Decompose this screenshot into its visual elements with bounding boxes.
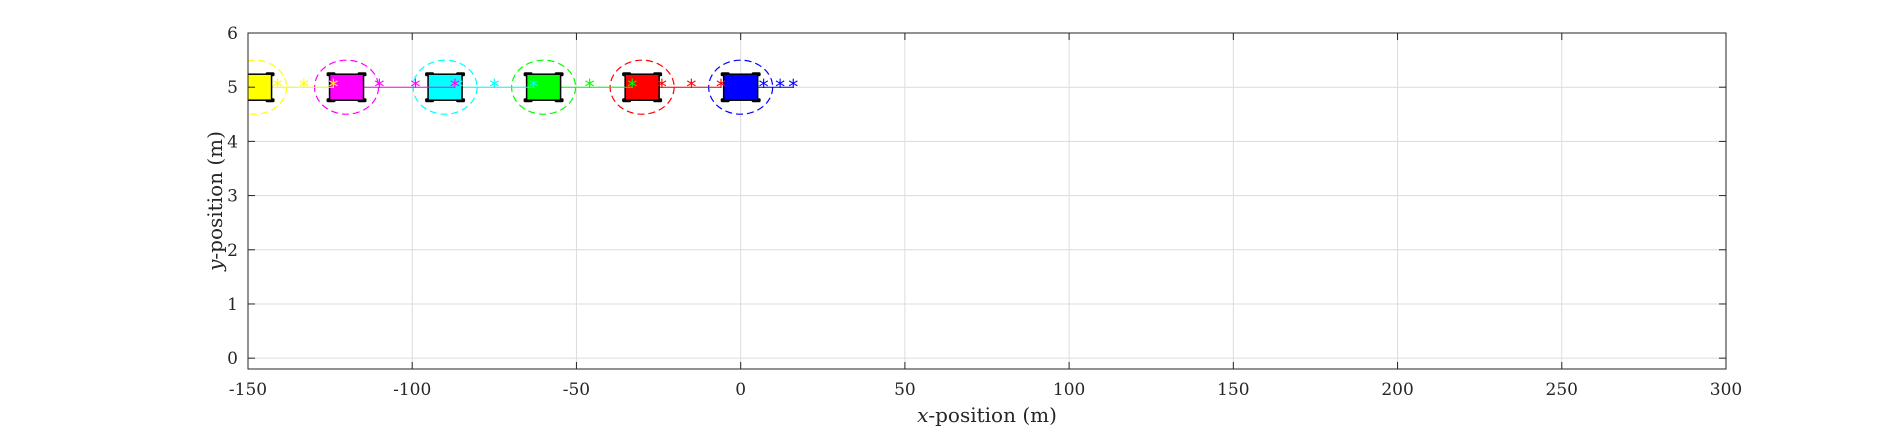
vehicle-wheel — [235, 72, 244, 76]
safety-ellipse — [248, 59, 288, 115]
plot-area: * * * * ** * * ** * ** * ** * ** * * — [235, 59, 798, 115]
trajectory-point: * — [548, 75, 558, 99]
x-axis-label-var: x — [917, 403, 928, 427]
y-tick-label: 6 — [227, 24, 238, 44]
y-tick-label: 4 — [227, 132, 238, 152]
y-axis-label-var: y — [203, 259, 227, 272]
x-tick-label: 200 — [1381, 380, 1413, 400]
trajectory-point: * — [374, 75, 384, 99]
vehicle-wheel — [235, 98, 244, 102]
x-axis-label-text: -position (m) — [928, 403, 1057, 427]
trajectory-point: * — [299, 75, 309, 99]
trajectory-point: * — [273, 75, 283, 99]
x-tick-label: 300 — [1710, 380, 1742, 400]
trajectory-point: * — [716, 75, 726, 99]
trajectory-point: * — [453, 75, 463, 99]
trajectory-point: * — [788, 75, 798, 99]
plot-background — [248, 33, 1726, 369]
axis-ticks — [247, 32, 1727, 369]
trajectory-point: * — [686, 75, 696, 99]
y-axis-label-text: -position (m) — [203, 131, 227, 260]
x-axis-label: x-position (m) — [917, 403, 1057, 427]
trajectory-point: * — [489, 75, 499, 99]
trajectory-point: * — [736, 75, 746, 99]
y-tick-label: 3 — [227, 187, 238, 207]
x-tick-label: 100 — [1053, 380, 1085, 400]
tick-labels: -150 -100 -50 0 50 100 150 200 250 300 0 1 2 3 4 5 6 — [227, 24, 1742, 400]
axes-box — [247, 32, 1727, 370]
y-tick-label: 1 — [227, 295, 238, 315]
trajectory-point: * — [746, 75, 756, 99]
y-tick-label: 2 — [227, 241, 238, 261]
trajectory-point: * — [775, 75, 785, 99]
trajectory-point: * — [585, 75, 595, 99]
trajectory-point: * — [529, 75, 539, 99]
trajectory-point: * — [450, 75, 460, 99]
y-tick-label: 5 — [227, 78, 238, 98]
vehicle-6: * * * — [235, 59, 338, 115]
trajectory-point: * — [411, 75, 421, 99]
x-tick-label: -150 — [229, 380, 267, 400]
x-tick-label: 150 — [1217, 380, 1249, 400]
x-tick-label: -100 — [393, 380, 431, 400]
x-tick-label: 50 — [894, 380, 916, 400]
x-tick-label: -50 — [563, 380, 590, 400]
vehicle-body — [722, 73, 759, 101]
vehicle-body — [248, 73, 273, 101]
x-tick-label: 250 — [1546, 380, 1578, 400]
trajectory-point: * — [657, 75, 667, 99]
trajectory-point: * — [627, 75, 637, 99]
trajectory-point: * — [759, 75, 769, 99]
y-axis-label: y-position (m) — [203, 131, 227, 272]
x-tick-label: 0 — [735, 380, 746, 400]
y-tick-label: 0 — [227, 349, 238, 369]
vehicle-1: * * * * * — [708, 59, 798, 115]
vehicle-body — [624, 73, 660, 101]
trajectory-point: * — [328, 75, 338, 99]
